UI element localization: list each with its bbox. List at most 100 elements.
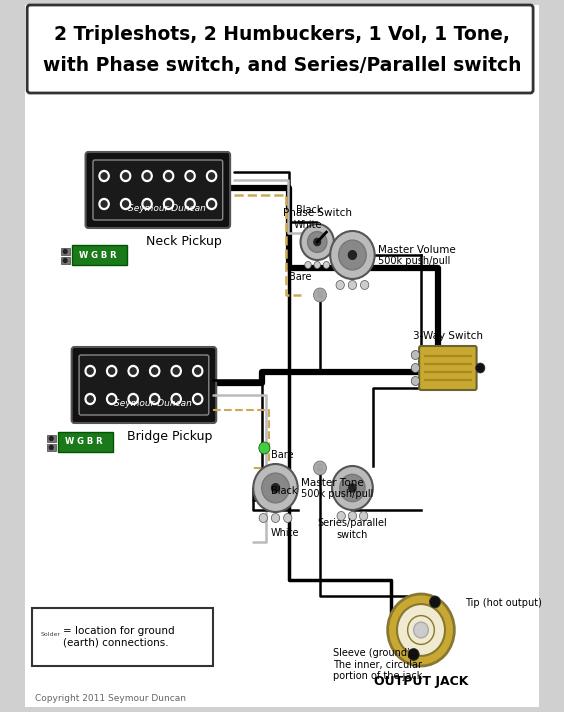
Circle shape (195, 396, 201, 402)
Text: Tip (hot output): Tip (hot output) (465, 598, 543, 608)
Text: Sleeve (ground).
The inner, circular
portion of the jack: Sleeve (ground). The inner, circular por… (333, 648, 422, 681)
Circle shape (359, 511, 368, 520)
Circle shape (101, 201, 107, 207)
Circle shape (209, 201, 214, 207)
Text: Seymour Duncan: Seymour Duncan (128, 204, 206, 213)
Bar (60, 257, 70, 264)
Text: with Phase switch, and Series/Parallel switch: with Phase switch, and Series/Parallel s… (43, 56, 521, 75)
Bar (72, 245, 127, 265)
Circle shape (185, 199, 195, 209)
Circle shape (164, 170, 174, 182)
Circle shape (50, 446, 53, 449)
Circle shape (387, 594, 455, 666)
Circle shape (44, 630, 57, 644)
Circle shape (87, 396, 93, 402)
Text: Copyright 2011 Seymour Duncan: Copyright 2011 Seymour Duncan (34, 694, 186, 703)
Circle shape (142, 199, 152, 209)
Circle shape (429, 596, 440, 608)
Circle shape (314, 261, 320, 268)
Circle shape (166, 173, 171, 179)
Circle shape (63, 258, 67, 263)
Circle shape (284, 513, 292, 523)
Circle shape (166, 201, 171, 207)
Text: Series/parallel
switch: Series/parallel switch (318, 518, 387, 540)
Circle shape (187, 201, 193, 207)
FancyBboxPatch shape (93, 160, 223, 220)
Text: Neck Pickup: Neck Pickup (146, 235, 222, 248)
Circle shape (152, 368, 158, 375)
Circle shape (411, 377, 420, 385)
Circle shape (63, 249, 67, 253)
Text: White: White (294, 220, 323, 230)
Text: Phase Switch: Phase Switch (283, 208, 352, 218)
Circle shape (107, 365, 117, 377)
Circle shape (149, 394, 160, 404)
Circle shape (164, 199, 174, 209)
Circle shape (301, 224, 334, 260)
Circle shape (314, 288, 327, 302)
Circle shape (206, 199, 217, 209)
Text: Solder: Solder (41, 632, 60, 637)
Circle shape (142, 170, 152, 182)
Circle shape (332, 466, 373, 510)
Circle shape (271, 513, 280, 523)
Circle shape (314, 461, 327, 475)
Circle shape (130, 368, 136, 375)
Circle shape (173, 368, 179, 375)
Circle shape (307, 231, 327, 253)
Circle shape (144, 201, 150, 207)
Bar (32, 608, 213, 666)
Circle shape (330, 231, 374, 279)
Bar (47, 435, 56, 442)
Circle shape (192, 394, 203, 404)
Circle shape (152, 396, 158, 402)
Circle shape (408, 649, 419, 661)
Circle shape (187, 173, 193, 179)
Circle shape (121, 199, 131, 209)
Text: Seymour Duncan: Seymour Duncan (114, 399, 192, 408)
Circle shape (109, 368, 114, 375)
Circle shape (144, 173, 150, 179)
Circle shape (128, 394, 138, 404)
Text: 2 Tripleshots, 2 Humbuckers, 1 Vol, 1 Tone,: 2 Tripleshots, 2 Humbuckers, 1 Vol, 1 To… (54, 26, 510, 44)
Circle shape (185, 170, 195, 182)
Text: 500k push/pull: 500k push/pull (302, 489, 374, 499)
Text: Bare: Bare (289, 272, 312, 282)
Text: 3-Way Switch: 3-Way Switch (413, 331, 483, 341)
Circle shape (397, 604, 445, 656)
Text: OUTPUT JACK: OUTPUT JACK (374, 675, 468, 688)
Circle shape (99, 170, 109, 182)
Circle shape (338, 240, 366, 270)
Circle shape (192, 365, 203, 377)
Circle shape (99, 199, 109, 209)
Bar (58, 432, 113, 452)
Circle shape (336, 281, 345, 290)
Circle shape (195, 368, 201, 375)
FancyBboxPatch shape (86, 152, 230, 228)
Circle shape (121, 170, 131, 182)
Text: Master Tone: Master Tone (302, 478, 364, 488)
Circle shape (85, 394, 95, 404)
Text: White: White (271, 528, 299, 538)
Circle shape (122, 201, 129, 207)
Text: = location for ground
(earth) connections.: = location for ground (earth) connection… (63, 626, 175, 648)
Circle shape (253, 464, 298, 512)
Circle shape (101, 173, 107, 179)
Circle shape (349, 251, 356, 259)
Text: W G B R: W G B R (65, 437, 103, 446)
Circle shape (314, 239, 320, 246)
Circle shape (413, 622, 428, 638)
Circle shape (259, 442, 270, 454)
Circle shape (107, 394, 117, 404)
Bar (47, 444, 56, 451)
Circle shape (337, 511, 345, 520)
Circle shape (348, 281, 356, 290)
Circle shape (262, 473, 289, 503)
Circle shape (475, 363, 485, 373)
Circle shape (130, 396, 136, 402)
Circle shape (340, 474, 365, 502)
Circle shape (411, 350, 420, 360)
Circle shape (305, 261, 311, 268)
Circle shape (411, 364, 420, 372)
Circle shape (323, 261, 329, 268)
